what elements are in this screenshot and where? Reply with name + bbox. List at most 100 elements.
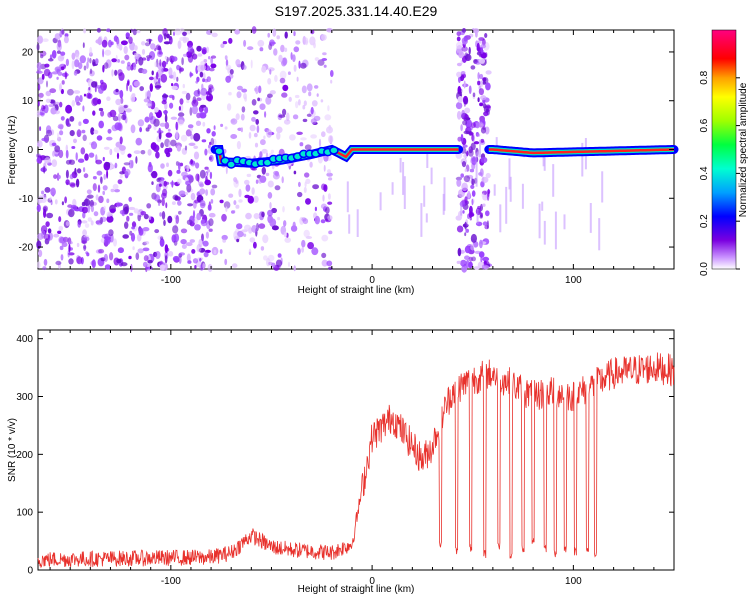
noise-blob xyxy=(320,203,327,210)
noise-blob xyxy=(168,251,174,257)
noise-blob xyxy=(210,63,217,69)
noise-blob xyxy=(189,107,193,116)
noise-blob xyxy=(268,43,273,50)
noise-blob xyxy=(122,234,129,239)
noise-blob xyxy=(114,189,120,193)
x-tick-label: 0 xyxy=(369,275,375,286)
x-tick-label: -100 xyxy=(161,275,181,286)
noise-blob xyxy=(65,221,70,227)
noise-blob xyxy=(64,196,67,204)
noise-blob xyxy=(259,103,266,110)
noise-blob xyxy=(187,203,194,207)
noise-blob xyxy=(199,258,202,262)
noise-blob xyxy=(57,55,65,62)
noise-blob xyxy=(231,210,235,214)
noise-blob xyxy=(148,112,154,121)
snr-ylabel: SNR (10 * v/v) xyxy=(7,418,18,482)
noise-blob xyxy=(275,259,283,267)
noise-blob xyxy=(135,252,140,260)
noise-blob xyxy=(186,183,192,193)
noise-blob xyxy=(128,206,136,211)
noise-blob xyxy=(186,164,190,172)
noise-blob xyxy=(146,103,152,107)
noise-blob xyxy=(224,126,228,130)
noise-blob xyxy=(56,76,59,80)
noise-blob xyxy=(472,28,480,34)
noise-blob xyxy=(471,122,476,129)
noise-blob xyxy=(136,30,141,34)
noise-blob xyxy=(249,237,256,243)
noise-blob xyxy=(133,208,140,214)
noise-blob xyxy=(177,112,185,117)
noise-blob xyxy=(304,144,312,151)
noise-blob xyxy=(243,233,247,237)
noise-blob xyxy=(238,188,242,198)
noise-blob xyxy=(463,130,470,135)
noise-blob xyxy=(164,114,168,123)
noise-blob xyxy=(96,170,103,176)
noise-blob xyxy=(310,134,317,139)
noise-blob xyxy=(167,215,173,224)
noise-blob xyxy=(204,148,208,156)
noise-blob xyxy=(287,71,291,75)
noise-blob xyxy=(267,180,274,188)
noise-blob xyxy=(194,92,197,96)
noise-blob xyxy=(460,71,466,75)
noise-blob xyxy=(269,69,272,75)
noise-blob xyxy=(142,227,150,232)
y-tick-label: -20 xyxy=(19,243,34,254)
noise-blob xyxy=(300,62,307,69)
noise-blob xyxy=(127,153,132,158)
noise-blob xyxy=(304,172,310,178)
noise-blob xyxy=(187,124,194,129)
noise-blob xyxy=(321,58,328,61)
noise-blob xyxy=(129,230,133,236)
noise-blob xyxy=(257,97,260,102)
noise-blob xyxy=(273,170,279,175)
noise-blob xyxy=(71,52,76,60)
noise-blob xyxy=(154,194,161,202)
noise-blob xyxy=(458,76,461,83)
noise-blob xyxy=(171,56,178,62)
noise-blob xyxy=(481,193,485,198)
noise-blob xyxy=(144,116,150,123)
noise-blob xyxy=(45,221,50,228)
ridge-blob xyxy=(214,146,224,156)
noise-blob xyxy=(210,199,214,204)
noise-blob xyxy=(37,100,40,107)
noise-blob xyxy=(114,69,118,76)
noise-blob xyxy=(93,211,99,217)
noise-blob xyxy=(102,185,108,191)
noise-blob xyxy=(266,129,272,138)
noise-blob xyxy=(36,110,41,118)
noise-blob xyxy=(251,116,256,122)
noise-blob xyxy=(132,62,137,71)
noise-blob xyxy=(197,173,200,183)
noise-blob xyxy=(182,83,185,89)
noise-blob xyxy=(65,179,70,186)
noise-blob xyxy=(270,149,275,154)
noise-blob xyxy=(150,142,157,151)
noise-blob xyxy=(103,253,108,262)
noise-blob xyxy=(228,37,233,44)
noise-blob xyxy=(91,81,98,88)
noise-blob xyxy=(293,265,296,272)
noise-streak xyxy=(348,214,351,234)
noise-blob xyxy=(43,206,47,213)
noise-blob xyxy=(328,177,333,181)
noise-blob xyxy=(298,181,301,188)
noise-blob xyxy=(103,205,106,211)
noise-blob xyxy=(55,260,62,266)
noise-blob xyxy=(287,261,291,268)
noise-blob xyxy=(210,188,216,196)
noise-blob xyxy=(60,254,64,261)
noise-streak xyxy=(495,137,498,151)
noise-blob xyxy=(142,247,150,252)
noise-blob xyxy=(139,127,143,133)
noise-blob xyxy=(311,247,319,256)
noise-blob xyxy=(137,119,145,127)
noise-blob xyxy=(162,188,168,197)
noise-blob xyxy=(90,127,95,135)
noise-blob xyxy=(110,188,115,193)
snr-line xyxy=(37,352,675,569)
